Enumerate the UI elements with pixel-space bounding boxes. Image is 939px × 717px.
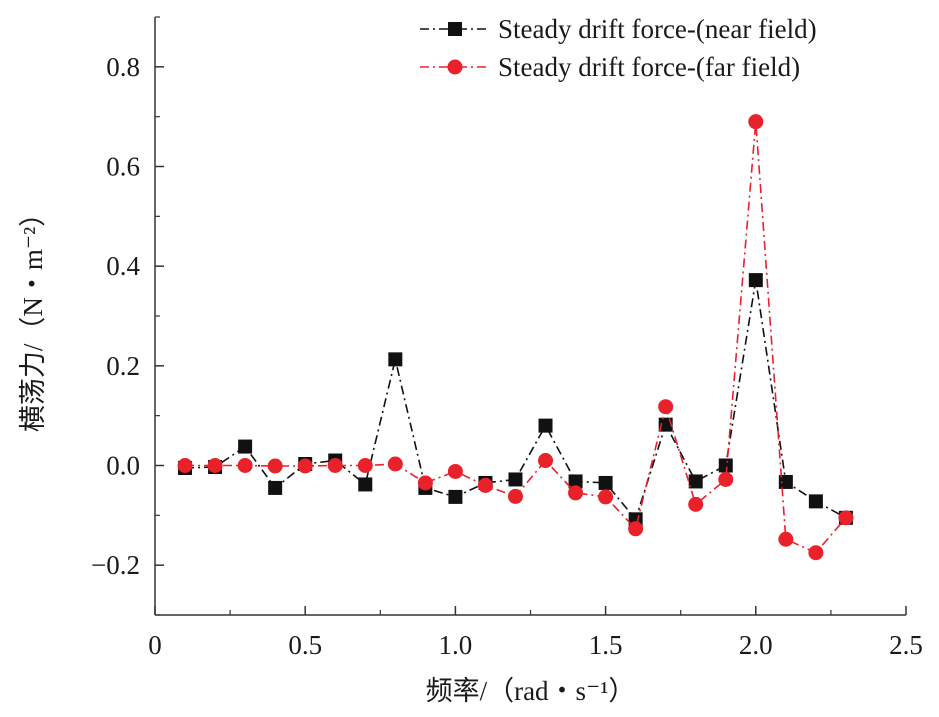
y-tick-label: −0.2 <box>91 550 140 580</box>
data-point <box>568 485 584 501</box>
data-point <box>688 474 703 489</box>
data-point <box>778 531 794 547</box>
x-tick-label: 1.0 <box>439 630 473 660</box>
legend-label: Steady drift force-(near field) <box>498 14 817 44</box>
data-point <box>388 352 403 367</box>
x-tick-label: 2.0 <box>739 630 773 660</box>
series-far-field <box>177 114 854 561</box>
x-tick-label: 2.5 <box>889 630 923 660</box>
data-point <box>358 477 373 492</box>
data-point <box>238 439 253 454</box>
legend-item: Steady drift force-(far field) <box>420 52 800 82</box>
data-point <box>268 480 283 495</box>
data-point <box>447 463 463 479</box>
y-tick-label: 0.4 <box>106 251 140 281</box>
data-point <box>598 489 614 505</box>
legend-marker <box>448 22 462 36</box>
data-point <box>297 458 313 474</box>
data-point <box>718 458 733 473</box>
data-point <box>628 521 644 537</box>
ticks: 0 0.5 1.0 1.5 2.0 2.5 −0.2 0.0 0.2 0.4 0.6 0.8 <box>91 16 923 660</box>
data-point <box>387 456 403 472</box>
legend: Steady drift force-(near field) Steady dr… <box>420 14 817 82</box>
legend-label: Steady drift force-(far field) <box>498 52 800 82</box>
x-tick-label: 0 <box>148 630 162 660</box>
data-point <box>538 453 554 469</box>
y-tick-label: 0.6 <box>106 152 140 182</box>
data-point <box>598 475 613 490</box>
data-point <box>688 496 704 512</box>
x-axis-title: 频率/（rad・s⁻¹） <box>426 676 636 706</box>
data-point <box>748 273 763 288</box>
data-point <box>658 399 674 415</box>
legend-marker <box>447 59 463 75</box>
data-point <box>267 458 283 474</box>
data-point <box>718 471 734 487</box>
y-tick-label: 0.0 <box>106 451 140 481</box>
legend-item: Steady drift force-(near field) <box>420 14 817 44</box>
data-point <box>508 472 523 487</box>
x-tick-label: 1.5 <box>589 630 623 660</box>
data-point <box>448 489 463 504</box>
data-point <box>477 477 493 493</box>
data-point <box>417 475 433 491</box>
y-tick-label: 0.8 <box>106 52 140 82</box>
data-point <box>538 418 553 433</box>
data-point <box>808 494 823 509</box>
data-point <box>357 458 373 473</box>
x-tick-label: 0.5 <box>288 630 322 660</box>
data-point <box>237 458 253 473</box>
data-point <box>177 458 193 473</box>
data-point <box>568 474 583 489</box>
y-tick-label: 0.2 <box>106 351 140 381</box>
data-point <box>748 114 764 130</box>
data-point <box>838 510 854 526</box>
series-near-field <box>178 273 853 527</box>
data-point <box>507 488 523 504</box>
data-point <box>327 458 343 473</box>
data-point <box>207 458 223 473</box>
data-point <box>778 474 793 489</box>
axes <box>154 17 906 616</box>
data-point <box>658 417 673 432</box>
y-axis-title: 横荡力/（N・m⁻²） <box>18 200 48 432</box>
series-layer <box>177 114 854 561</box>
data-point <box>808 545 824 561</box>
